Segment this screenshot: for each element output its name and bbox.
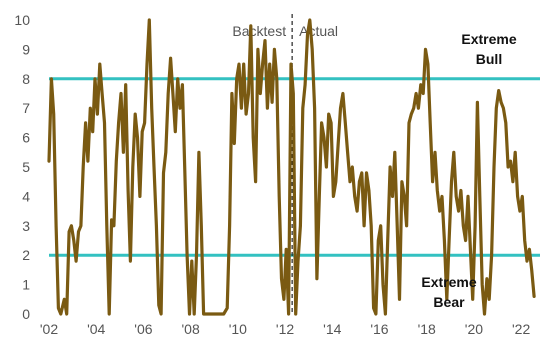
x-axis-tick-labels: '02 '04 '06 '08 '10 '12 '14 '16 '18 '20 '22 [40, 321, 531, 337]
extreme-bull-label-line1: Extreme [461, 31, 516, 47]
actual-label: Actual [299, 23, 338, 39]
y-tick-label: 3 [22, 218, 30, 234]
x-tick-label: '20 [465, 321, 483, 337]
x-tick-label: '12 [276, 321, 294, 337]
x-tick-label: '02 [40, 321, 58, 337]
y-tick-label: 5 [22, 159, 30, 175]
series-line [47, 18, 536, 316]
y-tick-label: 9 [22, 41, 30, 57]
y-axis-tick-labels: 0 1 2 3 4 5 6 7 8 9 10 [14, 12, 30, 322]
y-tick-label: 1 [22, 277, 30, 293]
x-tick-label: '16 [370, 321, 388, 337]
annotation-labels: Extreme Bull Extreme Bear [421, 31, 516, 310]
extreme-bear-label-line2: Bear [433, 294, 465, 310]
x-tick-label: '08 [182, 321, 200, 337]
extreme-bear-label-line1: Extreme [421, 274, 476, 290]
x-tick-label: '04 [87, 321, 105, 337]
y-tick-label: 4 [22, 188, 30, 204]
extreme-bull-label-line2: Bull [476, 51, 502, 67]
y-tick-label: 6 [22, 130, 30, 146]
x-tick-label: '22 [512, 321, 530, 337]
y-tick-label: 7 [22, 100, 30, 116]
x-tick-label: '18 [418, 321, 436, 337]
backtest-label: Backtest [232, 23, 286, 39]
series-layer [47, 18, 536, 316]
y-tick-label: 8 [22, 71, 30, 87]
y-tick-label: 2 [22, 247, 30, 263]
x-tick-label: '14 [323, 321, 341, 337]
y-tick-label: 0 [22, 306, 30, 322]
x-tick-label: '06 [134, 321, 152, 337]
x-tick-label: '10 [229, 321, 247, 337]
y-tick-label: 10 [14, 12, 30, 28]
